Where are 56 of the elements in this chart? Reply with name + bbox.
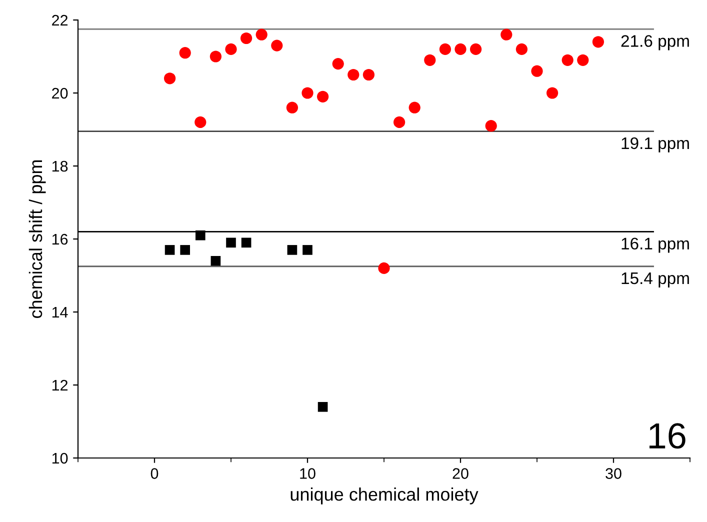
point	[241, 238, 252, 248]
point	[195, 230, 206, 240]
point	[256, 28, 268, 40]
x-tick-label: 20	[452, 468, 468, 479]
ref-line-label: 16.1 ppm	[622, 238, 689, 253]
point	[287, 245, 298, 255]
point	[271, 40, 283, 52]
point	[424, 54, 436, 66]
point	[500, 28, 512, 40]
point	[180, 245, 190, 255]
point	[577, 54, 589, 66]
point	[316, 90, 329, 102]
point	[531, 65, 543, 77]
point	[226, 238, 236, 248]
annotation: 16	[650, 423, 686, 449]
y-tick-label: 12	[52, 380, 68, 391]
y-tick-label: 18	[52, 160, 68, 172]
point	[210, 50, 222, 62]
point	[286, 102, 298, 114]
x-tick-label: 0	[150, 468, 158, 479]
ref-line-label: 19.1 ppm	[622, 137, 689, 152]
point	[470, 43, 482, 56]
point	[164, 245, 175, 255]
y-tick-label: 20	[52, 88, 68, 99]
point	[179, 47, 191, 59]
point	[164, 72, 176, 84]
y-tick-label: 14	[52, 307, 68, 318]
point	[393, 116, 406, 128]
point	[302, 87, 314, 99]
x-axis-title: unique chemical moiety	[290, 488, 478, 504]
y-tick-label: 16	[52, 234, 68, 245]
x-tick-label: 10	[300, 468, 316, 479]
point	[362, 68, 375, 81]
point	[240, 32, 252, 44]
point	[546, 87, 558, 99]
x-tick-label: 30	[606, 468, 622, 479]
point	[454, 43, 466, 56]
point	[485, 120, 497, 132]
point	[225, 43, 237, 56]
point	[348, 68, 360, 81]
ref-line-label: 21.6 ppm	[621, 35, 689, 50]
point	[378, 262, 390, 274]
point	[439, 43, 452, 56]
point	[318, 402, 328, 412]
point	[194, 116, 206, 128]
y-tick-label: 22	[52, 14, 68, 26]
ref-line-label: 15.4 ppm	[622, 272, 689, 288]
point	[302, 245, 312, 255]
y-axis-title: chemical shift / ppm	[28, 160, 46, 318]
point	[332, 58, 344, 70]
point	[210, 256, 221, 266]
point	[516, 43, 528, 56]
point	[562, 54, 574, 66]
point	[408, 102, 420, 114]
y-tick-label: 10	[52, 452, 68, 464]
point	[592, 36, 604, 48]
